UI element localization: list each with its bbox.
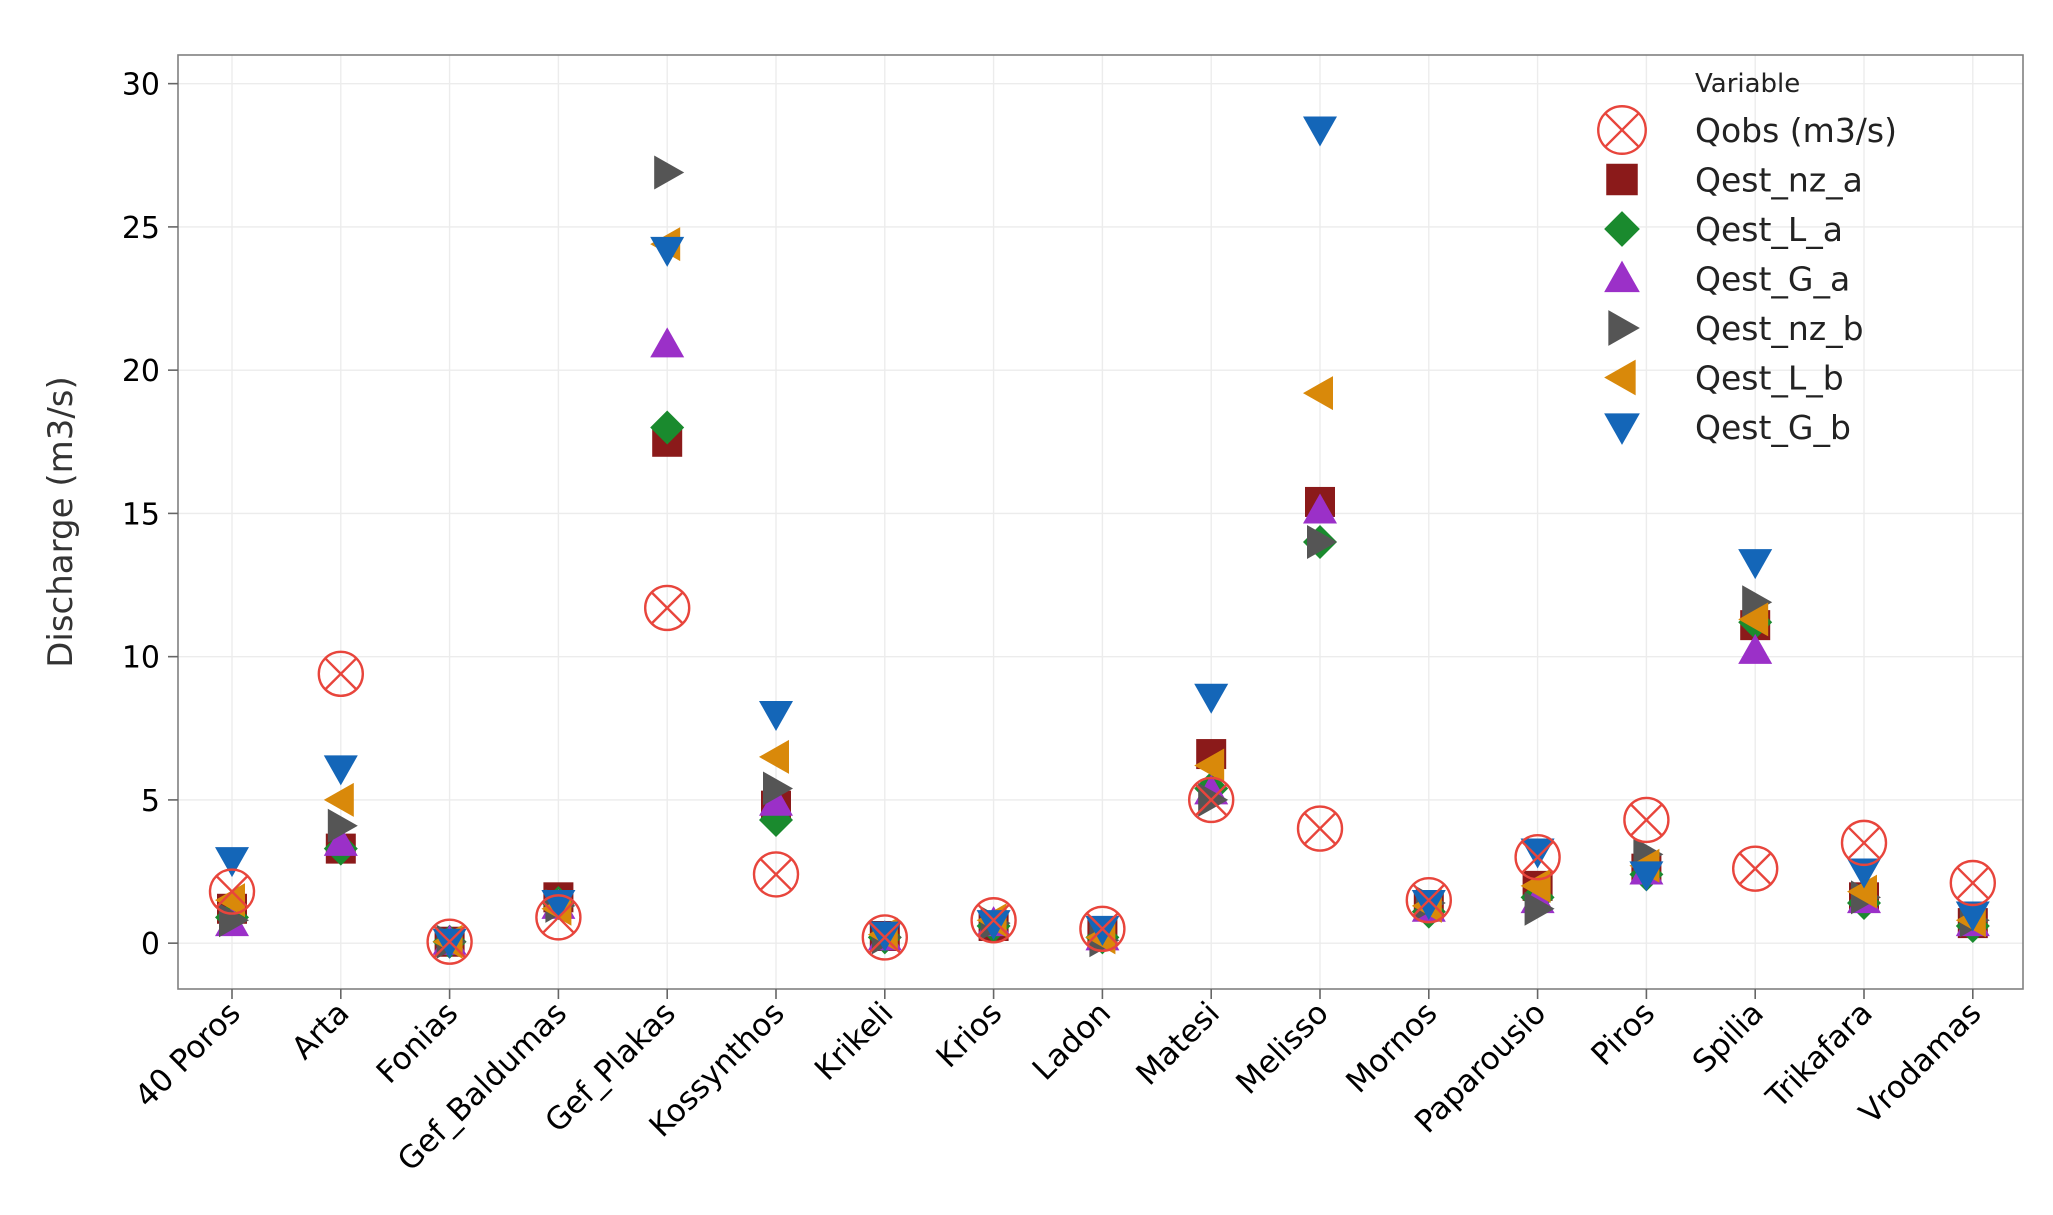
- legend-label: Qest_G_b: [1695, 408, 1851, 447]
- y-tick-label: 30: [122, 68, 160, 103]
- plot-frame: [177, 54, 2024, 990]
- y-tick-label: 0: [141, 927, 160, 962]
- data-point: [1085, 915, 1120, 946]
- data-point: [1187, 776, 1235, 824]
- data-point: [426, 918, 473, 965]
- data-point: [752, 851, 800, 898]
- data-point: [1949, 859, 1997, 907]
- data-point: [1629, 861, 1664, 892]
- data-point: [650, 236, 685, 267]
- data-point: [535, 894, 582, 941]
- data-point: [1847, 874, 1877, 909]
- data-point: [1194, 748, 1225, 783]
- data-point: [432, 928, 467, 959]
- data-point: [1307, 525, 1337, 560]
- y-tick-label: 5: [141, 784, 160, 819]
- data-point: [323, 782, 354, 817]
- data-point: [1623, 796, 1670, 844]
- data-point: [644, 584, 691, 632]
- data-point: [970, 897, 1017, 944]
- data-point: [1840, 819, 1888, 867]
- data-point: [650, 410, 685, 445]
- legend-label: Qest_nz_b: [1695, 309, 1864, 348]
- data-point: [1411, 890, 1446, 921]
- legend-marker: [1597, 105, 1647, 155]
- legend-label: Qest_L_a: [1695, 210, 1843, 249]
- series-qobs-m3-s-: [208, 584, 1997, 965]
- data-point: [317, 650, 364, 698]
- data-point: [215, 847, 249, 878]
- legend-label: Qobs (m3/s): [1695, 111, 1897, 150]
- y-tick-label: 10: [122, 641, 160, 676]
- legend: Variable Qobs (m3/s) Qest_nz_a Qest_L_a Qes…: [1597, 69, 1897, 447]
- data-point: [1303, 376, 1333, 411]
- data-point: [1524, 891, 1555, 926]
- data-point: [1847, 858, 1881, 889]
- data-point: [759, 785, 793, 816]
- data-markers: [208, 116, 1997, 965]
- data-point: [1194, 683, 1229, 714]
- legend-marker: [1608, 310, 1640, 346]
- y-tick-label: 15: [122, 497, 160, 532]
- data-point: [1514, 834, 1561, 881]
- data-point: [1303, 493, 1337, 524]
- data-point: [861, 914, 908, 961]
- data-point: [650, 327, 685, 358]
- y-tick-label: 20: [122, 354, 160, 389]
- legend-label: Qest_L_b: [1695, 359, 1844, 398]
- data-point: [1738, 633, 1773, 664]
- legend-marker: [1604, 413, 1640, 445]
- data-point: [1303, 116, 1337, 147]
- data-point: [1405, 876, 1453, 924]
- data-point: [763, 771, 793, 806]
- data-point: [1742, 585, 1773, 620]
- data-point: [759, 739, 789, 774]
- data-point: [1520, 838, 1555, 869]
- legend-label: Qest_nz_a: [1695, 161, 1863, 200]
- legend-label: Qest_G_a: [1695, 260, 1850, 299]
- legend-marker: [1606, 163, 1638, 196]
- data-point: [323, 825, 358, 856]
- data-point: [1079, 905, 1126, 953]
- data-point: [327, 808, 358, 843]
- y-tick-label: 25: [122, 211, 160, 246]
- data-point: [1198, 782, 1229, 817]
- data-point: [208, 868, 256, 915]
- y-axis-label: Discharge (m3/s): [41, 376, 81, 668]
- data-point: [1731, 845, 1779, 892]
- data-point: [215, 883, 245, 918]
- data-point: [759, 700, 793, 731]
- data-point: [654, 155, 685, 190]
- legend-marker: [1604, 211, 1640, 247]
- grid-lines: [178, 55, 2023, 989]
- legend-marker: [1604, 359, 1636, 396]
- data-point: [1296, 805, 1344, 852]
- data-point: [1955, 901, 1990, 932]
- data-point: [1738, 602, 1769, 637]
- data-point: [1738, 549, 1773, 580]
- legend-title: Variable: [1695, 69, 1800, 99]
- legend-marker: [1604, 260, 1640, 293]
- data-point: [323, 755, 358, 786]
- data-point: [976, 910, 1011, 941]
